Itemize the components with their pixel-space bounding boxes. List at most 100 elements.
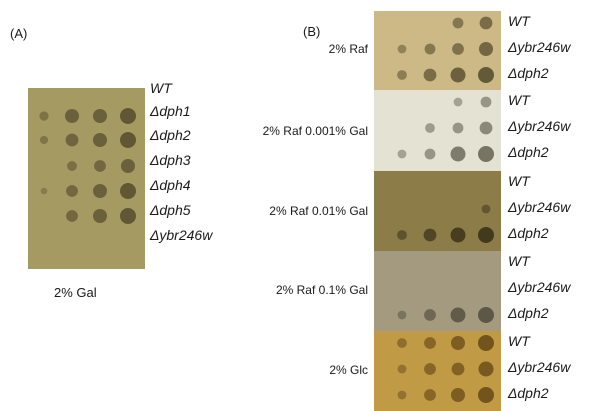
strain-label: WT bbox=[508, 253, 530, 269]
colony-spot bbox=[120, 132, 136, 148]
plate-spots bbox=[397, 96, 494, 162]
colony-spot bbox=[397, 149, 407, 159]
strain-label: Δdph2 bbox=[150, 127, 191, 143]
colony-spot bbox=[480, 96, 492, 108]
strain-label: Δdph2 bbox=[508, 385, 549, 401]
colony-spot bbox=[39, 111, 49, 121]
colony-spot bbox=[479, 16, 493, 30]
strain-label: Δdph4 bbox=[150, 177, 191, 193]
colony-spot bbox=[423, 68, 437, 82]
colony-spot bbox=[397, 364, 407, 374]
strain-label: WT bbox=[508, 13, 530, 29]
colony-spot bbox=[450, 227, 466, 243]
colony-spot bbox=[424, 43, 436, 55]
colony-spot bbox=[94, 160, 106, 172]
colony-spot bbox=[67, 161, 77, 171]
colony-spot bbox=[93, 133, 107, 147]
panel-a-condition: 2% Gal bbox=[54, 285, 97, 300]
colony-spot bbox=[397, 310, 407, 320]
condition-label: 2% Raf bbox=[328, 42, 368, 56]
strain-label: Δybr246w bbox=[508, 39, 571, 55]
strain-label: Δdph2 bbox=[508, 144, 549, 160]
strain-label: Δybr246w bbox=[508, 279, 571, 295]
colony-spot bbox=[65, 109, 79, 123]
colony-spot bbox=[120, 183, 136, 199]
colony-spot bbox=[451, 388, 465, 402]
colony-spot bbox=[452, 17, 464, 29]
condition-plate bbox=[374, 11, 501, 90]
strain-label: Δybr246w bbox=[508, 359, 571, 375]
colony-spot bbox=[397, 390, 407, 400]
condition-plate bbox=[374, 171, 501, 251]
plate-spots bbox=[397, 307, 494, 323]
colony-spot bbox=[120, 208, 136, 224]
colony-spot bbox=[478, 387, 494, 403]
colony-spot bbox=[39, 135, 49, 145]
colony-spot bbox=[450, 307, 466, 323]
colony-spot bbox=[478, 335, 494, 351]
strain-label: Δybr246w bbox=[150, 227, 213, 243]
plate-spots bbox=[397, 16, 494, 83]
strain-label: Δdph2 bbox=[508, 225, 549, 241]
condition-plate bbox=[374, 251, 501, 331]
condition-label: 2% Raf 0.01% Gal bbox=[269, 204, 368, 218]
plate-spots bbox=[397, 335, 494, 403]
strain-label: WT bbox=[508, 92, 530, 108]
colony-spot bbox=[397, 338, 407, 348]
colony-spot bbox=[479, 42, 493, 56]
colony-spot bbox=[450, 146, 466, 162]
colony-spot bbox=[93, 109, 107, 123]
colony-spot bbox=[40, 187, 48, 195]
colony-spot bbox=[65, 133, 79, 147]
colony-spot bbox=[478, 361, 494, 377]
colony-spot bbox=[121, 159, 135, 173]
colony-spot bbox=[425, 123, 435, 133]
colony-spot bbox=[452, 43, 464, 55]
panel-a-spots bbox=[39, 108, 136, 224]
strain-label: Δdph1 bbox=[150, 103, 191, 119]
condition-label: 2% Raf 0.001% Gal bbox=[262, 124, 368, 138]
colony-spot bbox=[93, 184, 107, 198]
condition-plate bbox=[374, 90, 501, 171]
colony-spot bbox=[424, 337, 436, 349]
strain-label: WT bbox=[508, 333, 530, 349]
colony-spot bbox=[397, 44, 407, 54]
colony-spot bbox=[478, 307, 494, 323]
colony-spot bbox=[478, 67, 494, 83]
plate-spots bbox=[397, 204, 494, 243]
colony-spot bbox=[450, 67, 466, 83]
strain-label: WT bbox=[150, 80, 172, 96]
colony-spot bbox=[424, 148, 436, 160]
colony-spot bbox=[424, 363, 436, 375]
colony-spot bbox=[478, 227, 494, 243]
colony-spot bbox=[397, 70, 407, 80]
colony-spot bbox=[478, 146, 494, 162]
strain-label: WT bbox=[508, 173, 530, 189]
colony-spot bbox=[66, 185, 78, 197]
condition-label: 2% Glc bbox=[329, 363, 368, 377]
condition-label: 2% Raf 0.1% Gal bbox=[275, 283, 368, 297]
panel-a-plate bbox=[28, 88, 145, 269]
colony-spot bbox=[451, 362, 465, 376]
colony-spot bbox=[424, 309, 436, 321]
colony-spot bbox=[120, 108, 136, 124]
strain-label: Δybr246w bbox=[508, 199, 571, 215]
colony-spot bbox=[423, 228, 437, 242]
colony-spot bbox=[453, 97, 463, 107]
colony-spot bbox=[93, 209, 107, 223]
condition-plate bbox=[374, 331, 501, 411]
strain-label: Δdph2 bbox=[508, 65, 549, 81]
strain-label: Δybr246w bbox=[508, 118, 571, 134]
colony-spot bbox=[452, 122, 464, 134]
colony-spot bbox=[424, 389, 436, 401]
panel-a-label: (A) bbox=[10, 26, 28, 41]
colony-spot bbox=[479, 121, 493, 135]
panel-b-label: (B) bbox=[303, 24, 321, 39]
colony-spot bbox=[481, 204, 491, 214]
colony-spot bbox=[451, 336, 465, 350]
colony-spot bbox=[66, 210, 78, 222]
strain-label: Δdph5 bbox=[150, 202, 191, 218]
strain-label: Δdph2 bbox=[508, 305, 549, 321]
strain-label: Δdph3 bbox=[150, 152, 191, 168]
colony-spot bbox=[397, 230, 407, 240]
